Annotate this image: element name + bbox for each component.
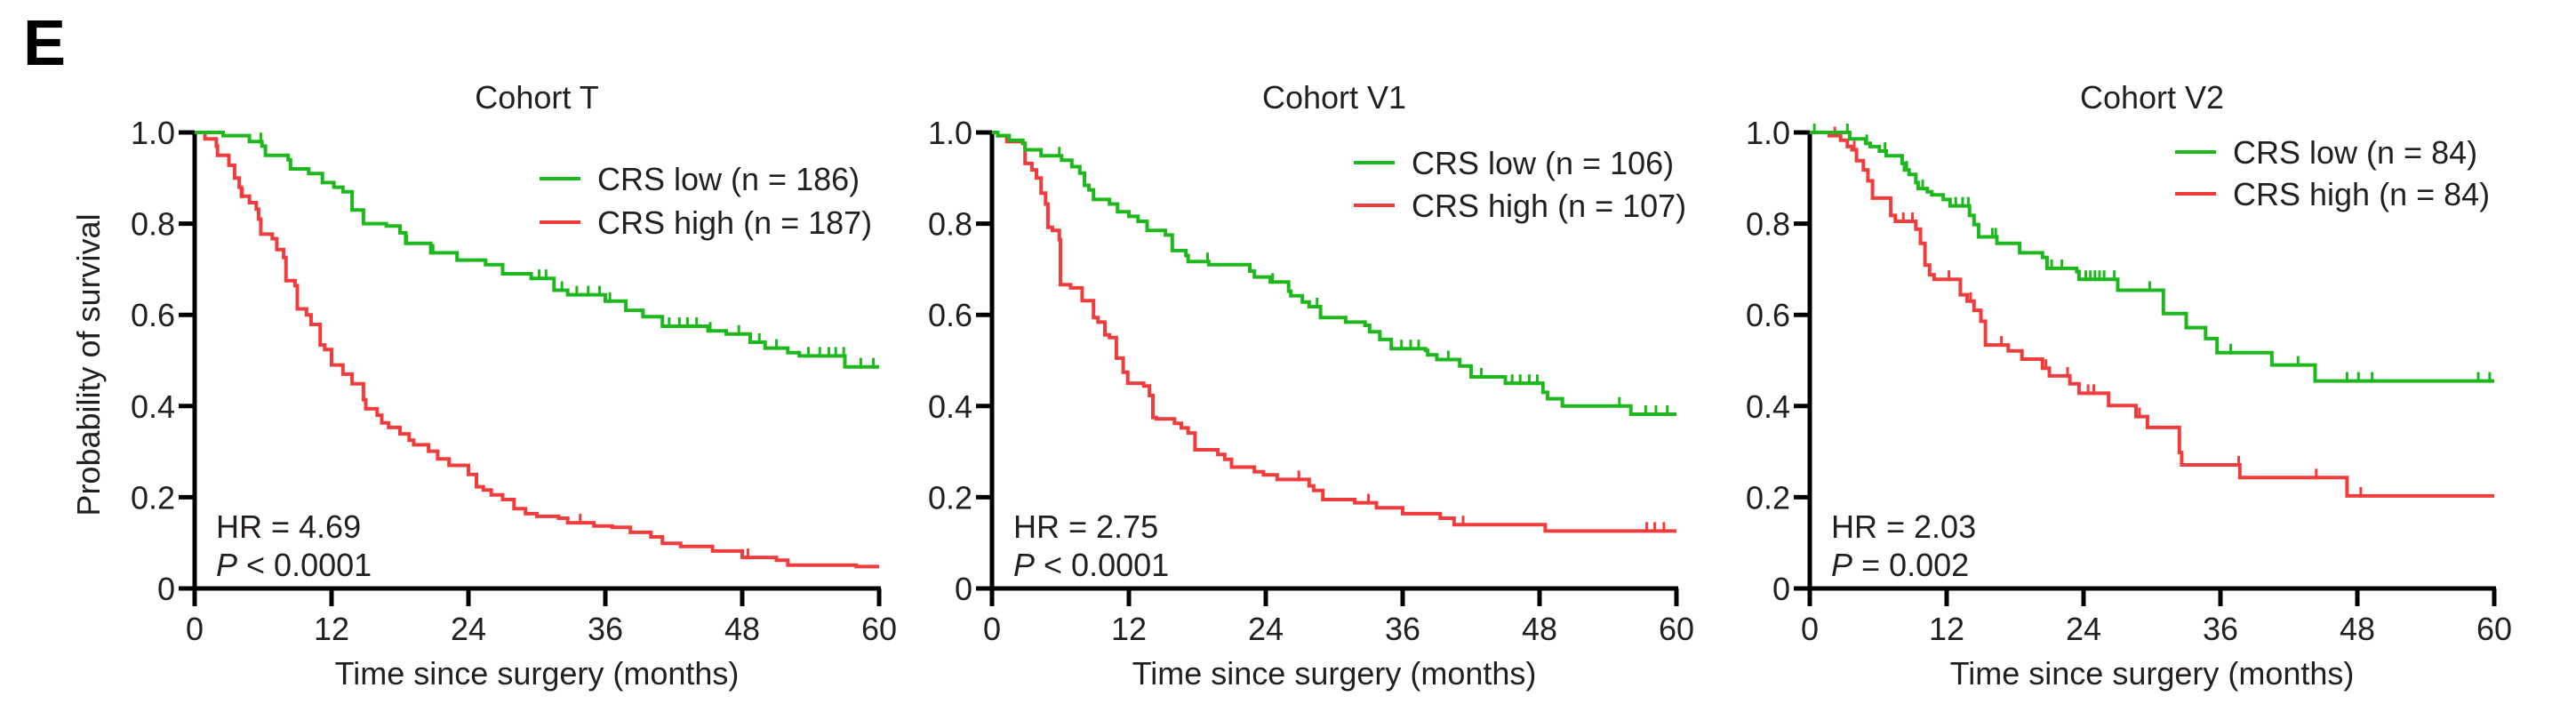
legend-label-high: CRS high (n = 107) [1412,188,1686,224]
panel-title: Cohort V2 [2080,79,2224,116]
x-tick-label: 0 [1801,611,1819,647]
survival-curve-low [195,131,879,369]
legend: CRS low (n = 186) CRS high (n = 187) [540,161,872,241]
legend-label-low: CRS low (n = 106) [1412,145,1674,181]
y-tick-label: 0 [955,571,972,607]
x-tick-label: 36 [1385,611,1420,647]
survival-curve-low [1810,131,2494,383]
y-tick-label: 0.6 [1746,297,1790,333]
panels: Cohort T 0 0.2 0.4 0.6 0.8 1.0 0 12 24 36 48 60 Time … [70,79,2512,692]
survival-curve-high [195,131,879,569]
x-tick-label: 12 [314,611,349,647]
x-tick-label: 48 [1522,611,1557,647]
series-high [1810,126,2494,498]
x-tick-label: 24 [2066,611,2101,647]
x-tick-label: 12 [1929,611,1964,647]
y-tick-label: 0 [157,571,175,607]
panel-title: Cohort V1 [1262,79,1406,116]
x-axis-label: Time since surgery (months) [335,655,740,692]
legend-label-high: CRS high (n = 187) [597,204,872,241]
survival-curve-high [992,131,1676,533]
p-symbol: P [1013,547,1035,583]
x-tick-label: 0 [186,611,204,647]
km-panel-1: Cohort T 0 0.2 0.4 0.6 0.8 1.0 0 12 24 36 48 60 Time … [70,79,897,692]
y-tick-label: 1.0 [1746,115,1790,151]
x-tick-label: 48 [2340,611,2375,647]
series-low [195,131,879,369]
p-value: P = 0.002 [1831,547,1969,583]
y-tick-label: 0.8 [1746,206,1790,243]
y-tick-label: 0.6 [131,297,175,333]
p-value: P < 0.0001 [216,547,372,583]
x-tick-label: 12 [1111,611,1147,647]
y-tick-label: 0.4 [131,388,175,425]
survival-curve-low [992,131,1676,416]
p-value-text: < 0.0001 [237,547,372,583]
series-high [992,131,1676,533]
x-tick-label: 24 [451,611,486,647]
x-tick-label: 24 [1248,611,1284,647]
hazard-ratio: HR = 2.03 [1831,508,1976,545]
y-tick-label: 1.0 [928,115,972,151]
y-tick-label: 0.8 [928,206,972,243]
hazard-ratio: HR = 2.75 [1013,508,1158,545]
x-tick-label: 60 [2476,611,2512,647]
y-tick-label: 0.6 [928,297,972,333]
series-high [195,131,879,569]
panel-title: Cohort T [475,79,598,116]
panel-letter: E [23,8,66,79]
p-value-text: = 0.002 [1852,547,1969,583]
p-value: P < 0.0001 [1013,547,1169,583]
x-tick-label: 60 [1659,611,1694,647]
y-tick-label: 1.0 [131,115,175,151]
x-tick-label: 36 [2203,611,2238,647]
km-panel-2: Cohort V1 0 0.2 0.4 0.6 0.8 1.0 0 12 24 36 48 60 Time… [928,79,1694,692]
x-tick-label: 60 [861,611,897,647]
y-tick-label: 0.4 [1746,388,1790,425]
y-tick-label: 0.2 [928,479,972,516]
legend-label-low: CRS low (n = 84) [2233,134,2477,171]
survival-curve-high [1810,131,2494,498]
x-tick-label: 36 [588,611,623,647]
p-symbol: P [1831,547,1852,583]
x-axis-label: Time since surgery (months) [1132,655,1537,692]
x-tick-label: 0 [983,611,1001,647]
legend-label-low: CRS low (n = 186) [597,161,860,197]
y-tick-label: 0.8 [131,206,175,243]
legend-label-high: CRS high (n = 84) [2233,176,2490,212]
y-tick-label: 0.4 [928,388,972,425]
hazard-ratio: HR = 4.69 [216,508,361,545]
p-symbol: P [216,547,237,583]
y-tick-label: 0 [1772,571,1790,607]
series-low [992,131,1676,417]
x-axis-label: Time since surgery (months) [1950,655,2355,692]
x-tick-label: 48 [724,611,760,647]
y-tick-label: 0.2 [1746,479,1790,516]
km-panel-3: Cohort V2 0 0.2 0.4 0.6 0.8 1.0 0 12 24 36 48 60 Time… [1746,79,2512,692]
legend: CRS low (n = 84) CRS high (n = 84) [2175,134,2490,212]
y-axis-label: Probability of survival [70,213,107,516]
p-value-text: < 0.0001 [1035,547,1169,583]
y-tick-label: 0.2 [131,479,175,516]
series-low [1810,124,2494,383]
legend: CRS low (n = 106) CRS high (n = 107) [1354,145,1686,224]
